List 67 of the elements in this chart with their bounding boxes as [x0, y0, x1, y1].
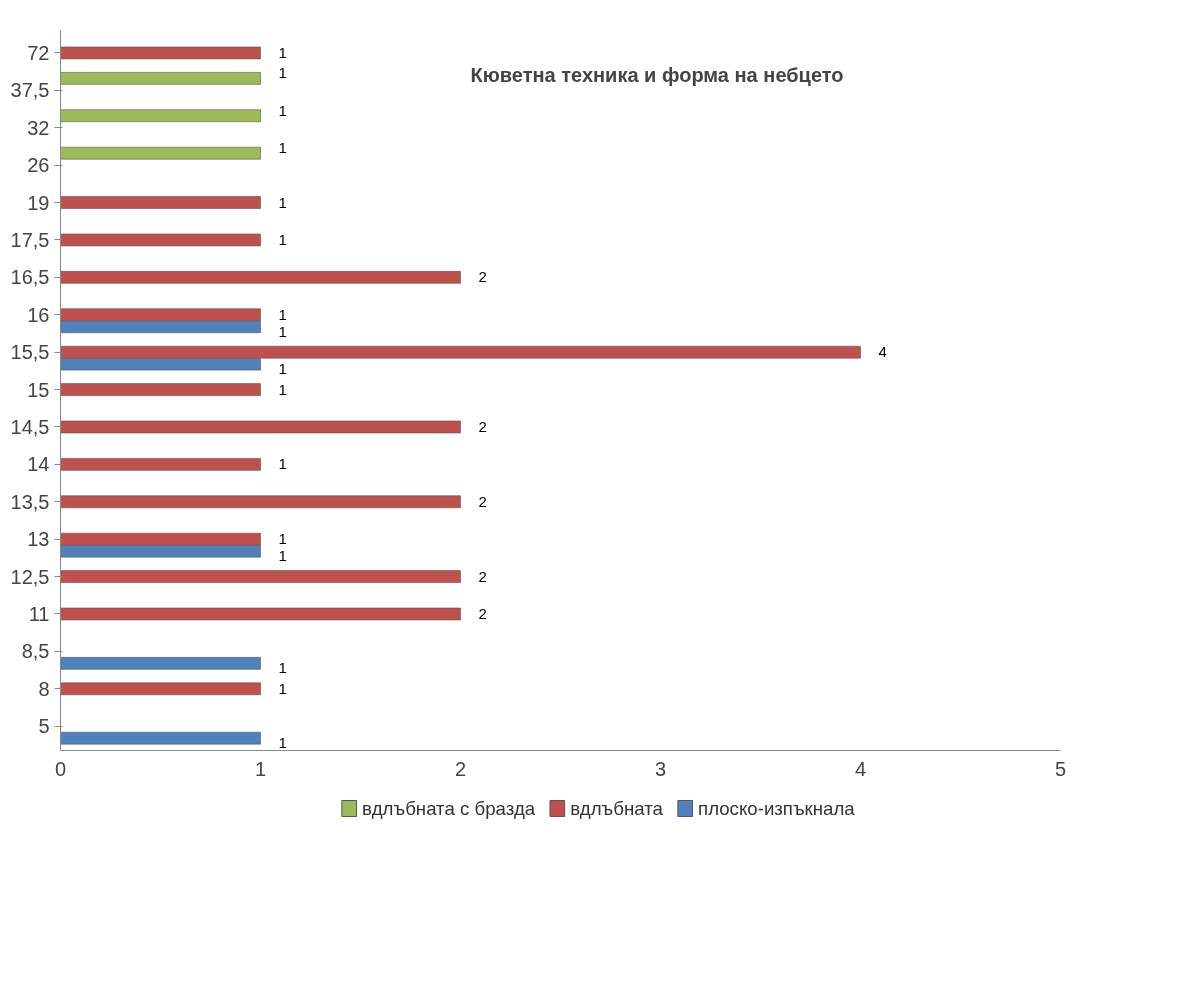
bar: [60, 570, 461, 583]
data-label: 1: [278, 230, 287, 248]
bar: [60, 420, 461, 434]
data-label: 1: [278, 305, 287, 323]
y-tick-label: 26: [27, 154, 50, 177]
data-label: 1: [278, 455, 287, 473]
y-tick-label: 5: [38, 715, 50, 738]
x-tick-label: 1: [254, 757, 267, 780]
x-tick-label: 2: [454, 757, 467, 780]
y-tick-label: 11: [28, 602, 50, 625]
bar: [60, 271, 461, 284]
data-label: 1: [278, 64, 287, 82]
data-label: 2: [478, 492, 487, 510]
bar: [60, 72, 261, 85]
data-label: 1: [278, 734, 287, 752]
y-tick-label: 72: [27, 41, 50, 64]
data-label: 1: [278, 43, 287, 61]
bar: [60, 383, 261, 396]
data-label: 1: [278, 360, 287, 378]
y-tick-label: 19: [27, 191, 50, 214]
x-tick-label: 3: [654, 757, 667, 780]
y-tick-label: 32: [27, 116, 50, 139]
y-tick-label: 37,5: [10, 79, 50, 102]
data-label: 4: [878, 343, 887, 361]
bar: [60, 46, 261, 60]
data-label: 2: [478, 268, 487, 286]
data-label: 1: [278, 547, 287, 565]
data-label: 1: [278, 659, 287, 677]
bar: [60, 607, 461, 621]
data-label: 2: [478, 417, 487, 435]
y-tick-label: 13: [27, 528, 50, 551]
x-tick-label: 0: [54, 757, 67, 780]
data-label: 2: [478, 567, 487, 585]
data-label: 1: [278, 322, 287, 340]
bar: [60, 458, 261, 471]
bar: [60, 233, 261, 247]
data-label: 1: [278, 139, 287, 157]
y-tick-label: 14,5: [10, 415, 50, 438]
y-tick-label: 15,5: [10, 341, 50, 364]
bar: [60, 657, 261, 670]
y-tick-label: 16,5: [10, 266, 50, 289]
data-label: 1: [278, 101, 287, 119]
y-tick-label: 8: [38, 677, 50, 700]
y-tick-label: 8,5: [21, 640, 50, 663]
legend-label: вдлъбната: [570, 798, 664, 819]
data-label: 1: [278, 530, 287, 548]
x-tick-label: 4: [854, 757, 867, 780]
y-tick-label: 16: [27, 303, 50, 326]
y-tick-label: 15: [27, 378, 50, 401]
x-tick-label: 5: [1054, 757, 1067, 780]
bar: [60, 146, 261, 160]
data-label: 2: [478, 604, 487, 622]
y-tick-label: 13,5: [10, 490, 50, 513]
data-label: 1: [278, 380, 287, 398]
bar: [60, 731, 261, 745]
data-label: 1: [278, 679, 287, 697]
bar: [60, 682, 261, 696]
text: Кюветна техника и форма на небцето: [470, 64, 844, 87]
y-tick-label: 12,5: [10, 565, 50, 588]
y-tick-label: 17,5: [10, 228, 50, 251]
data-label: 1: [278, 193, 287, 211]
bar: [60, 109, 261, 123]
y-tick-label: 14: [27, 453, 50, 476]
bar: [60, 196, 261, 209]
bar: [60, 495, 461, 509]
legend-label: плоско-изпъкнала: [698, 798, 856, 819]
legend-label: вдлъбната с бразда: [362, 798, 536, 819]
